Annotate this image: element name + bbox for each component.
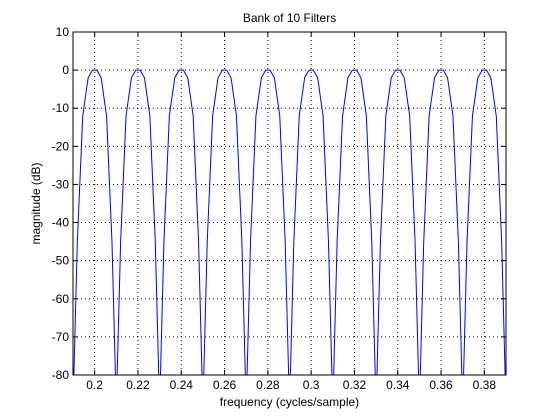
- x-tick-label: 0.34: [386, 378, 410, 392]
- plot-area: [73, 32, 506, 375]
- x-tick-label: 0.32: [343, 378, 367, 392]
- y-tick-label: -60: [52, 292, 70, 306]
- x-tick-label: 0.3: [303, 378, 320, 392]
- y-tick-label: -30: [52, 177, 70, 191]
- y-tick-label: 0: [62, 63, 69, 77]
- x-tick-label: 0.28: [256, 378, 280, 392]
- x-tick-label: 0.38: [473, 378, 497, 392]
- y-axis-label: magnitude (dB): [29, 162, 43, 244]
- y-tick-label: -80: [52, 368, 70, 382]
- x-tick-label: 0.22: [126, 378, 150, 392]
- y-tick-label: -20: [52, 139, 70, 153]
- chart-title: Bank of 10 Filters: [243, 11, 336, 25]
- x-tick-label: 0.36: [429, 378, 453, 392]
- x-axis-label: frequency (cycles/sample): [220, 395, 359, 409]
- y-tick-label: 10: [56, 25, 70, 39]
- x-tick-label: 0.2: [86, 378, 103, 392]
- y-tick-label: -40: [52, 216, 70, 230]
- x-tick-label: 0.24: [170, 378, 194, 392]
- x-tick-label: 0.26: [213, 378, 237, 392]
- y-tick-label: -50: [52, 254, 70, 268]
- y-tick-label: -10: [52, 101, 70, 115]
- y-tick-label: -70: [52, 330, 70, 344]
